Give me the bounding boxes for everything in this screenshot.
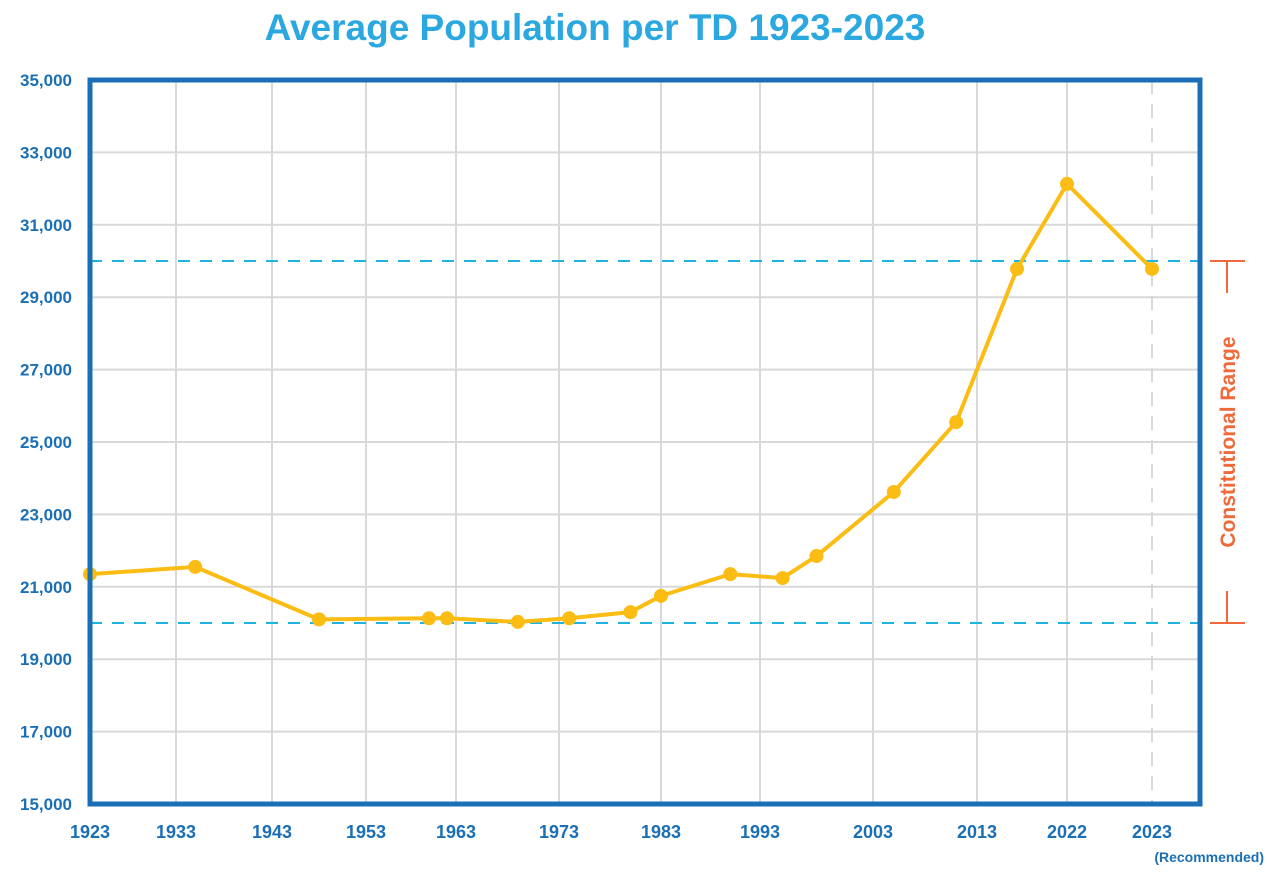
constitutional-range-label: Constitutional Range: [1217, 336, 1240, 547]
x-tick-sublabel: (Recommended): [1154, 849, 1264, 865]
plot-border: [87, 77, 1203, 807]
data-point: [188, 559, 203, 574]
y-tick-label: 29,000: [20, 288, 72, 307]
x-tick-label: 1993: [740, 822, 780, 842]
y-tick-label: 15,000: [20, 795, 72, 814]
x-tick-label: 1973: [539, 822, 579, 842]
data-point: [1145, 261, 1159, 276]
y-axis-ticks: 15,000 17,000 19,000 21,000 23,000 25,000 27,0…: [20, 71, 72, 814]
x-tick-label: 1933: [156, 822, 196, 842]
data-point: [886, 484, 901, 499]
data-point: [809, 549, 824, 564]
y-tick-label: 17,000: [20, 723, 72, 742]
data-point: [440, 611, 454, 626]
series-line: [89, 181, 1154, 624]
data-point: [562, 611, 577, 626]
data-point: [949, 415, 964, 430]
data-point: [510, 614, 525, 629]
x-axis-ticks: 1923 1933 1943 1953 1963 1973 1983 1993 2003 2013…: [70, 822, 1264, 865]
y-tick-label: 33,000: [20, 143, 72, 162]
series-layer: [83, 176, 1159, 629]
x-tick-label: 1963: [436, 822, 476, 842]
data-point: [312, 612, 326, 627]
data-point: [1010, 261, 1024, 276]
y-tick-label: 25,000: [20, 433, 72, 452]
x-tick-label: 1953: [346, 822, 386, 842]
x-tick-label: 2013: [957, 822, 997, 842]
data-point: [775, 571, 790, 586]
y-tick-label: 35,000: [20, 71, 72, 90]
chart-title: Average Population per TD 1923-2023: [265, 7, 926, 48]
x-tick-label: 1983: [641, 822, 681, 842]
grid: [90, 80, 1200, 804]
data-point: [422, 611, 436, 626]
constitutional-range-annotation: Constitutional Range: [1210, 260, 1245, 624]
data-point: [723, 567, 738, 582]
y-tick-label: 31,000: [20, 216, 72, 235]
data-point: [623, 605, 638, 620]
x-tick-label: 2003: [853, 822, 893, 842]
y-tick-label: 23,000: [20, 505, 72, 524]
plot-frame: [87, 77, 1203, 807]
y-tick-label: 19,000: [20, 650, 72, 669]
x-tick-label: 2022: [1047, 822, 1087, 842]
y-tick-label: 21,000: [20, 578, 72, 597]
data-point: [1060, 176, 1074, 191]
reference-lines: [90, 260, 1200, 624]
x-tick-label: 1923: [70, 822, 110, 842]
y-tick-label: 27,000: [20, 361, 72, 380]
x-tick-label: 2023: [1132, 822, 1172, 842]
data-point: [654, 588, 668, 603]
x-tick-label: 1943: [252, 822, 292, 842]
